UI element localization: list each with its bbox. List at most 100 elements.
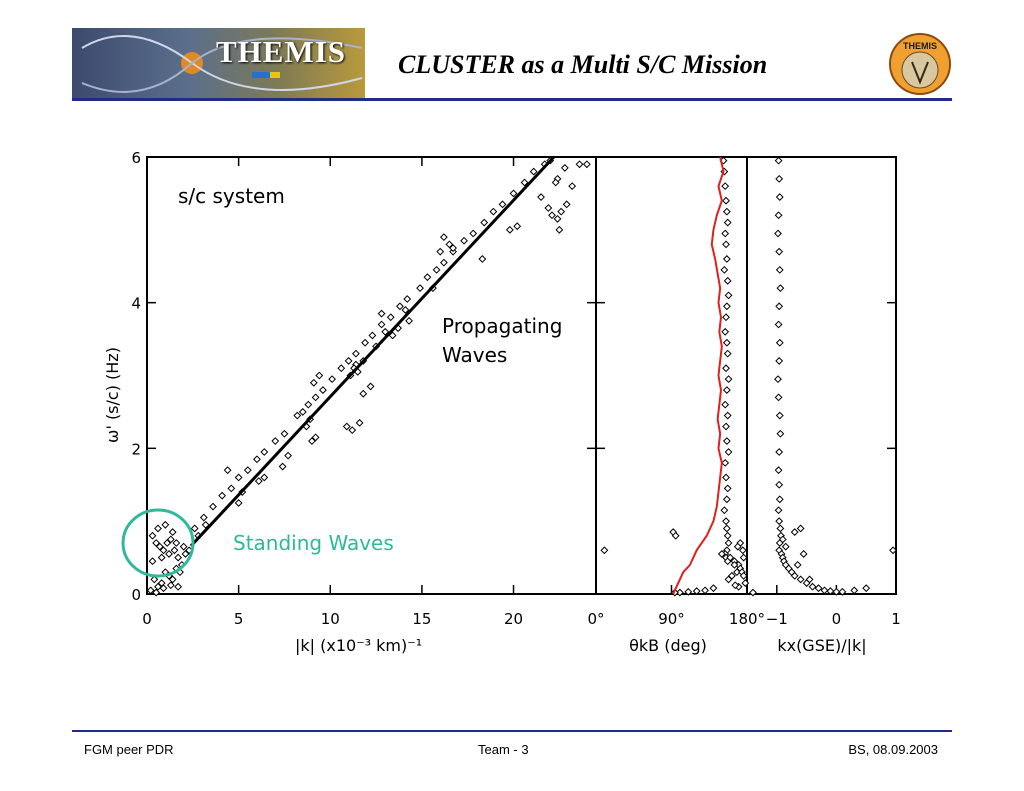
- kx-data-point: [776, 284, 785, 293]
- main-y-tick-label: 0: [131, 586, 141, 604]
- kx-data-point: [820, 586, 829, 595]
- main-data-point: [243, 466, 252, 475]
- theta-data-point: [731, 581, 740, 590]
- main-x-tick-label: 20: [504, 610, 523, 628]
- footer-right: BS, 08.09.2003: [848, 742, 938, 757]
- theta-data-point: [722, 524, 731, 533]
- main-data-point: [159, 584, 168, 593]
- main-data-point: [223, 466, 232, 475]
- annotation-propagating: Propagating: [442, 314, 562, 338]
- theta-x-tick-label: 90°: [658, 610, 685, 628]
- main-data-point: [505, 225, 514, 234]
- main-data-point: [403, 295, 412, 303]
- theta-data-point: [717, 550, 726, 558]
- main-data-point: [405, 316, 413, 325]
- theta-data-point: [722, 437, 731, 445]
- theta-data-point: [721, 327, 730, 336]
- theta-data-point: [723, 531, 732, 540]
- main-data-point: [449, 244, 457, 252]
- kx-data-point: [775, 265, 784, 274]
- theta-data-point: [722, 207, 731, 216]
- theta-data-point: [739, 553, 748, 562]
- main-data-point: [311, 433, 320, 442]
- main-data-point: [562, 200, 571, 209]
- main-x-tick-label: 15: [412, 610, 431, 628]
- main-data-point: [163, 539, 172, 547]
- theta-data-point: [723, 411, 732, 420]
- theta-data-point: [741, 579, 750, 587]
- main-data-point: [227, 484, 236, 493]
- kx-data-point: [775, 193, 784, 201]
- main-data-point: [423, 273, 432, 282]
- theta-data-point: [722, 386, 731, 394]
- main-data-point: [381, 327, 390, 336]
- theta-data-point: [723, 218, 732, 227]
- main-data-point: [489, 207, 498, 216]
- themis-badge-icon: THEMIS: [888, 32, 952, 96]
- main-data-point: [170, 546, 179, 555]
- main-data-point: [271, 437, 280, 445]
- main-data-point: [342, 422, 351, 431]
- kx-data-point: [774, 320, 783, 329]
- kx-data-point: [781, 542, 790, 551]
- theta-data-point: [701, 586, 709, 595]
- kx-data-point: [775, 302, 784, 311]
- kx-data-point: [776, 524, 785, 533]
- main-data-point: [146, 586, 155, 595]
- main-data-point: [337, 364, 346, 373]
- annotation-sc-system: s/c system: [178, 184, 285, 208]
- main-data-point: [568, 182, 577, 191]
- theta-data-point: [722, 473, 730, 482]
- main-data-point: [575, 160, 584, 169]
- theta-data-point: [675, 588, 684, 597]
- main-data-point: [553, 215, 562, 223]
- kx-data-point: [790, 571, 799, 580]
- theta-data-point: [722, 495, 731, 504]
- main-data-point: [582, 160, 591, 169]
- main-data-point: [157, 553, 166, 562]
- main-data-point: [311, 393, 320, 402]
- standing-waves-circle: [121, 508, 195, 578]
- theta-data-point: [722, 313, 730, 322]
- main-data-point: [199, 513, 208, 522]
- main-data-point: [416, 284, 424, 293]
- header-rule: [72, 98, 952, 101]
- main-data-point: [154, 582, 162, 591]
- theta-data-point: [722, 422, 730, 431]
- main-data-point: [348, 426, 357, 435]
- theta-data-point: [723, 484, 732, 493]
- theta-data-point: [724, 375, 733, 384]
- main-data-point: [436, 247, 445, 256]
- main-data-point: [152, 588, 161, 597]
- kx-data-point: [775, 247, 784, 256]
- main-data-point: [166, 535, 175, 544]
- theta-data-point: [722, 302, 731, 311]
- main-data-point: [298, 408, 307, 416]
- theta-data-point: [726, 553, 735, 562]
- main-data-point: [181, 550, 190, 558]
- main-data-point: [165, 550, 173, 558]
- kx-data-point: [850, 586, 859, 595]
- main-data-point: [377, 309, 386, 318]
- fit-line: [189, 155, 555, 547]
- main-data-point: [359, 389, 368, 398]
- theta-data-point: [720, 265, 729, 274]
- main-data-point: [148, 531, 157, 540]
- kx-data-point: [862, 584, 871, 593]
- main-data-point: [234, 499, 243, 507]
- main-data-point: [361, 338, 369, 347]
- theta-data-point: [600, 546, 609, 555]
- kx-data-point: [774, 466, 783, 475]
- main-data-point: [309, 378, 318, 387]
- kx-data-point: [775, 357, 784, 365]
- main-x-axis-title-text: |k| (x10⁻³ km)⁻¹: [295, 636, 422, 655]
- theta-x-tick-label: 180°: [729, 610, 765, 628]
- main-data-point: [388, 331, 397, 340]
- main-data-point: [544, 204, 553, 212]
- main-data-point: [174, 582, 183, 591]
- main-data-point: [280, 429, 289, 438]
- kx-data-point: [775, 174, 784, 183]
- main-data-point: [498, 200, 507, 209]
- main-data-point: [234, 473, 243, 482]
